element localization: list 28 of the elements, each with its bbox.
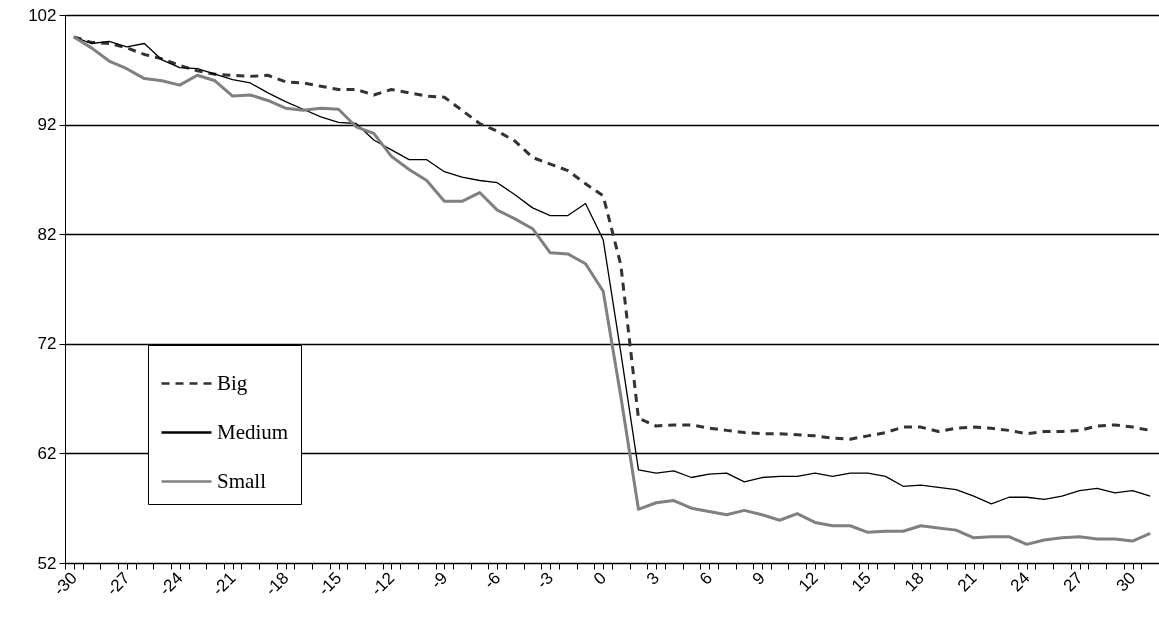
x-tick-label: 21 — [953, 568, 981, 596]
x-tick-label: -12 — [367, 568, 399, 600]
legend-label: Small — [217, 468, 267, 493]
x-tick-label: 30 — [1112, 568, 1140, 596]
x-tick-label: 3 — [642, 568, 663, 589]
x-tick-label: 0 — [589, 568, 611, 589]
x-tick-label: 18 — [900, 568, 928, 596]
y-tick-label: 92 — [37, 115, 57, 135]
x-tick-label: -15 — [314, 568, 346, 600]
legend-label: Big — [217, 370, 248, 395]
x-tick-label: -18 — [261, 568, 293, 600]
x-tick-label: -27 — [102, 568, 134, 600]
y-tick-label: 102 — [28, 5, 57, 25]
x-tick-label: -9 — [427, 568, 452, 593]
x-tick-label: -6 — [480, 568, 505, 593]
x-tick-label: -3 — [532, 568, 558, 593]
x-tick-label: 12 — [794, 568, 822, 596]
x-tick-label: -24 — [155, 568, 187, 600]
y-tick-label: 62 — [37, 443, 57, 463]
x-tick-label: 6 — [695, 568, 716, 589]
x-tick-label: 15 — [847, 568, 875, 596]
legend-label: Medium — [217, 419, 289, 444]
x-tick-label: 9 — [748, 568, 769, 589]
x-tick-label: 27 — [1059, 568, 1087, 596]
y-tick-label: 82 — [37, 224, 57, 244]
x-tick-label: -21 — [208, 568, 240, 600]
y-tick-label: 72 — [37, 334, 57, 354]
x-tick-label: 24 — [1006, 568, 1034, 596]
